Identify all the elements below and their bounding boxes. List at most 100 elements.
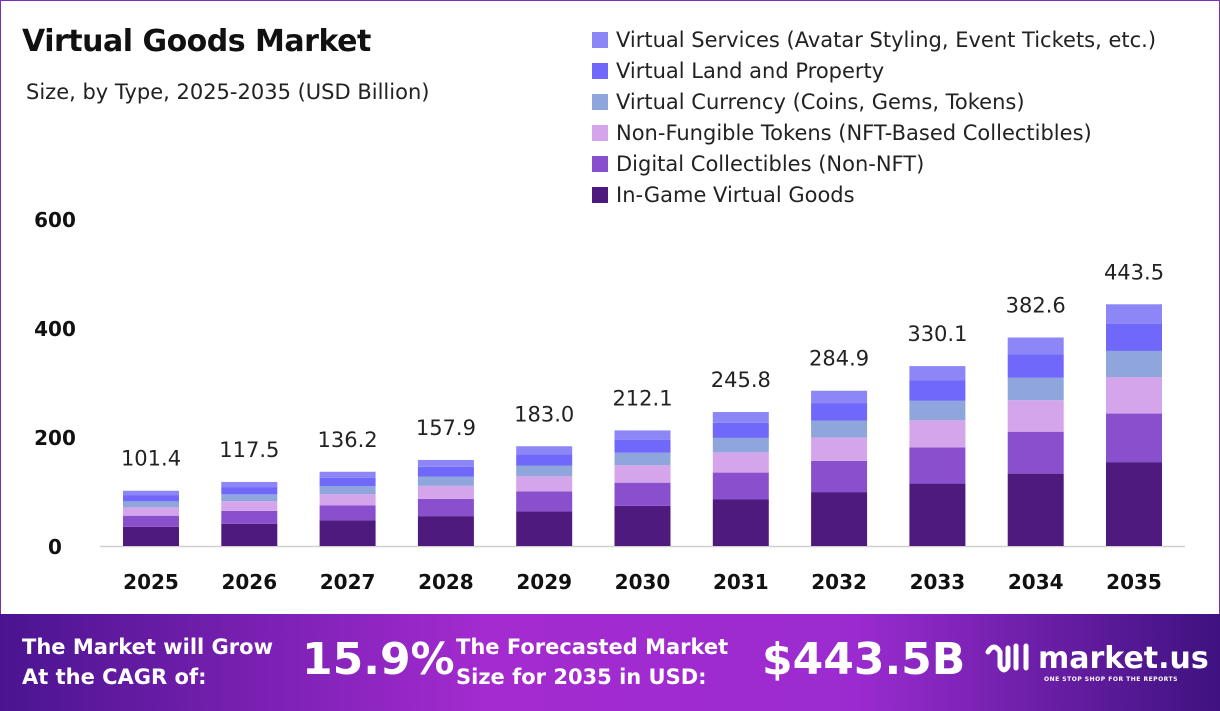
bar-segment	[221, 501, 278, 511]
bar-segment	[909, 447, 966, 484]
bar-segment	[614, 430, 671, 440]
logo-tagline: ONE STOP SHOP FOR THE REPORTS	[1044, 676, 1178, 683]
bar-segment	[123, 526, 179, 546]
forecast-value: $443.5B	[762, 634, 966, 685]
bar-segment	[712, 499, 769, 546]
bar-segment	[811, 437, 868, 461]
x-tick-label: 2033	[910, 570, 966, 594]
legend: Virtual Services (Avatar Styling, Event …	[592, 24, 1156, 210]
x-tick-label: 2028	[418, 570, 474, 594]
bar-segment	[811, 460, 868, 493]
bar-segment	[1106, 350, 1162, 378]
bar-segment	[221, 487, 278, 495]
bar-segment	[614, 439, 671, 453]
bar-segment	[712, 412, 769, 423]
bar-segment	[712, 452, 769, 473]
bar-segment	[516, 511, 573, 546]
legend-swatch	[592, 31, 608, 48]
legend-swatch	[592, 155, 608, 172]
bar-segment	[123, 495, 179, 502]
bar-segment	[1106, 323, 1162, 351]
bar-segment	[319, 520, 376, 546]
bar-segment	[516, 454, 573, 466]
bar-total-label: 183.0	[514, 402, 574, 426]
bar-segment	[811, 390, 868, 404]
chart-title: Virtual Goods Market	[22, 24, 371, 59]
bar-segment	[319, 471, 376, 478]
bar-segment	[909, 483, 966, 546]
logo-text: market.us	[1038, 640, 1209, 676]
bar-segment	[712, 422, 769, 438]
x-tick-label: 2035	[1106, 570, 1162, 594]
bar-segment	[417, 498, 474, 517]
bar-segment	[1106, 304, 1162, 324]
bar-segment	[909, 400, 966, 421]
x-tick-label: 2031	[713, 570, 769, 594]
bar-segment	[221, 510, 278, 524]
bar-segment	[811, 420, 868, 438]
bar-segment	[221, 494, 278, 502]
x-tick-label: 2025	[123, 570, 179, 594]
x-tick-label: 2027	[320, 570, 376, 594]
bar-segment	[712, 437, 769, 453]
y-tick-label: 0	[48, 535, 62, 559]
bar-segment	[1007, 400, 1064, 432]
bar-segment	[1007, 431, 1064, 474]
x-tick-label: 2034	[1008, 570, 1064, 594]
bar-segment	[319, 477, 376, 487]
forecast-label: The Forecasted Market Size for 2035 in U…	[456, 632, 728, 692]
cagr-value: 15.9%	[302, 634, 455, 685]
bar-segment	[1007, 354, 1064, 378]
bar-total-label: 330.1	[907, 322, 967, 346]
x-tick-label: 2029	[516, 570, 572, 594]
bar-segment	[417, 485, 474, 499]
bar-total-label: 284.9	[809, 347, 869, 371]
legend-item: Virtual Land and Property	[592, 55, 1156, 86]
legend-label: Digital Collectibles (Non-NFT)	[616, 151, 925, 176]
cagr-label-line1: The Market will Grow	[22, 635, 273, 659]
bar-total-label: 101.4	[121, 447, 181, 471]
bar-segment	[1106, 377, 1162, 414]
legend-swatch	[592, 93, 608, 110]
x-tick-label: 2032	[811, 570, 867, 594]
bar-segment	[1106, 462, 1162, 546]
forecast-label-line2: Size for 2035 in USD:	[456, 665, 707, 689]
bar-segment	[811, 403, 868, 421]
legend-item: Non-Fungible Tokens (NFT-Based Collectib…	[592, 117, 1156, 148]
bar-segment	[909, 380, 966, 401]
cagr-label: The Market will Grow At the CAGR of:	[22, 632, 273, 692]
cagr-label-line2: At the CAGR of:	[22, 665, 207, 689]
bar-segment	[417, 459, 474, 467]
bar-segment	[909, 366, 966, 381]
legend-item: In-Game Virtual Goods	[592, 179, 1156, 210]
legend-swatch	[592, 186, 608, 203]
forecast-label-line1: The Forecasted Market	[456, 635, 729, 659]
market-us-logo: market.us ONE STOP SHOP FOR THE REPORTS	[982, 636, 1209, 683]
bar-segment	[319, 486, 376, 495]
legend-label: Non-Fungible Tokens (NFT-Based Collectib…	[616, 120, 1092, 145]
bar-segment	[417, 466, 474, 477]
bar-total-label: 157.9	[416, 416, 476, 440]
logo-icon	[985, 643, 1029, 673]
bar-segment	[614, 482, 671, 506]
bar-segment	[1007, 377, 1064, 401]
y-tick-label: 600	[34, 208, 76, 232]
bar-segment	[319, 505, 376, 521]
bar-total-label: 136.2	[318, 428, 378, 452]
x-tick-label: 2030	[615, 570, 671, 594]
bar-segment	[1106, 413, 1162, 463]
bar-segment	[516, 491, 573, 512]
bar-total-label: 212.1	[612, 386, 672, 410]
bar-total-label: 117.5	[219, 438, 279, 462]
bar-segment	[417, 476, 474, 486]
x-tick-label: 2026	[221, 570, 277, 594]
bar-total-label: 382.6	[1006, 293, 1066, 317]
y-tick-label: 400	[34, 317, 76, 341]
bar-segment	[614, 452, 671, 466]
legend-label: In-Game Virtual Goods	[616, 182, 855, 207]
legend-item: Virtual Services (Avatar Styling, Event …	[592, 24, 1156, 55]
bar-segment	[123, 490, 179, 496]
bar-segment	[811, 492, 868, 546]
legend-label: Virtual Land and Property	[616, 58, 885, 83]
legend-item: Virtual Currency (Coins, Gems, Tokens)	[592, 86, 1156, 117]
